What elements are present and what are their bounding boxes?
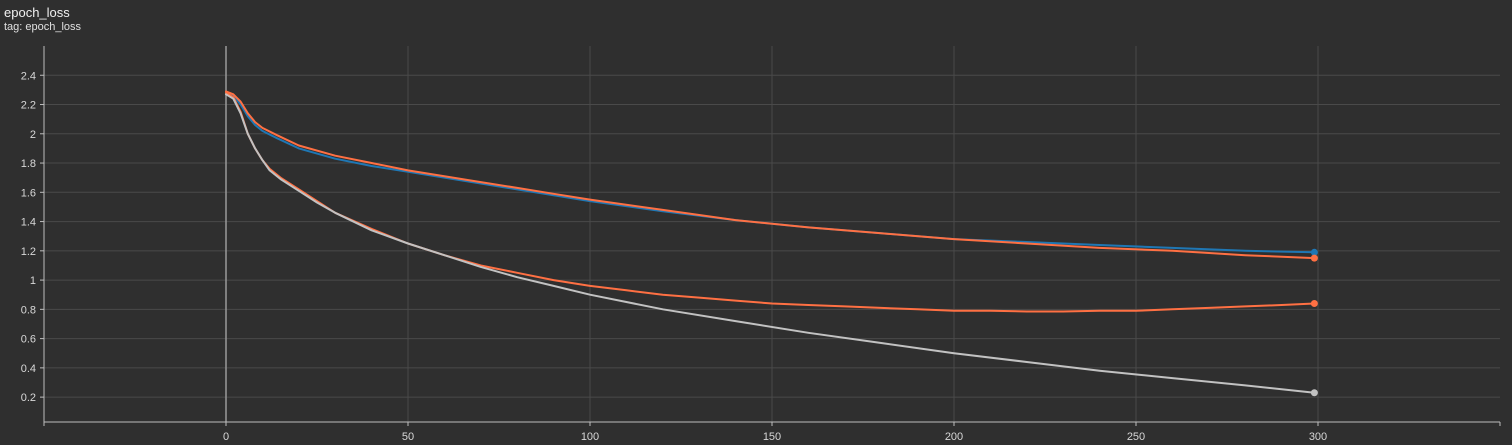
y-tick-label: 0.8 — [21, 304, 36, 316]
x-tick-label: 300 — [1309, 431, 1327, 443]
series-line-1 — [225, 91, 1316, 254]
series-end-point-1 — [1310, 248, 1318, 256]
chart-title: epoch_loss — [4, 5, 70, 20]
y-tick-label: 1.4 — [21, 217, 36, 229]
series-lines — [225, 90, 1318, 397]
y-tick-label: 1 — [30, 275, 36, 287]
y-tick-label: 0.6 — [21, 334, 36, 346]
y-tick-label: 1.6 — [21, 187, 36, 199]
series-line-2 — [225, 90, 1316, 260]
chart-header: epoch_loss tag: epoch_loss — [4, 4, 81, 34]
y-tick-label: 1.2 — [21, 246, 36, 258]
y-tick-label: 0.4 — [21, 363, 36, 375]
series-end-point-2 — [1310, 254, 1318, 262]
y-tick-label: 2.2 — [21, 100, 36, 112]
chart-subtitle: tag: epoch_loss — [4, 21, 82, 33]
grid-lines — [44, 46, 1500, 422]
series-end-point-3 — [1310, 299, 1318, 307]
tick-labels: 0.2 0.4 0.6 0.8 1 1.2 1.4 1.6 1.8 2 2.2 2.4 0 50 100 15… — [21, 70, 1327, 443]
series-line-4 — [225, 93, 1316, 394]
x-tick-label: 200 — [945, 431, 963, 443]
y-tick-label: 2 — [30, 129, 36, 141]
x-tick-label: 100 — [581, 431, 599, 443]
series-end-point-4 — [1310, 389, 1318, 397]
axes — [40, 46, 1501, 426]
series-line-3 — [225, 91, 1316, 313]
y-tick-label: 2.4 — [21, 70, 36, 82]
y-tick-label: 0.2 — [21, 392, 36, 404]
x-tick-label: 150 — [763, 431, 781, 443]
x-tick-label: 250 — [1127, 431, 1145, 443]
x-tick-label: 50 — [402, 431, 414, 443]
x-tick-label: 0 — [223, 431, 229, 443]
y-tick-label: 1.8 — [21, 158, 36, 170]
